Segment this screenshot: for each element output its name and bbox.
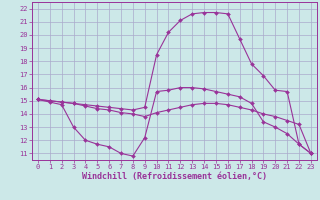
X-axis label: Windchill (Refroidissement éolien,°C): Windchill (Refroidissement éolien,°C): [82, 172, 267, 181]
